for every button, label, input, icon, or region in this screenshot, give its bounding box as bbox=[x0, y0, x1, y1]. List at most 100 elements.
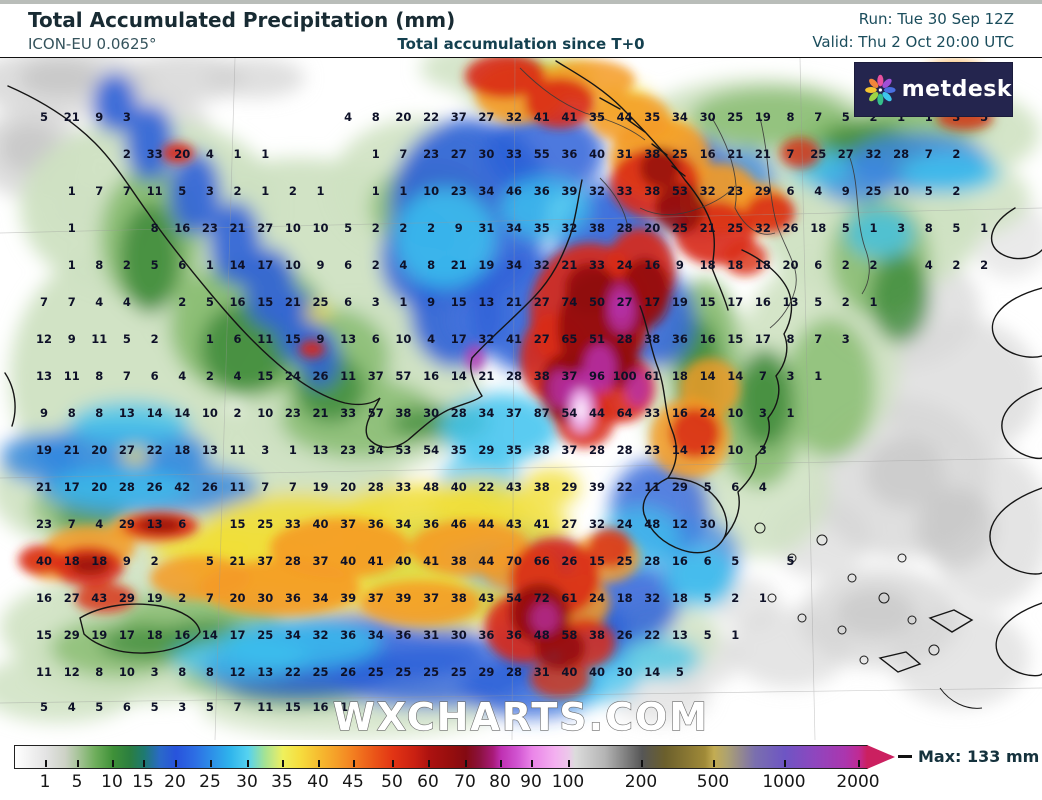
svg-text:10: 10 bbox=[285, 258, 301, 272]
svg-text:22: 22 bbox=[617, 480, 633, 494]
svg-text:34: 34 bbox=[312, 591, 328, 605]
svg-text:32: 32 bbox=[755, 221, 771, 235]
svg-text:1: 1 bbox=[869, 221, 877, 235]
svg-text:36: 36 bbox=[285, 591, 301, 605]
svg-text:2: 2 bbox=[206, 369, 214, 383]
svg-text:9: 9 bbox=[68, 332, 76, 346]
svg-text:1: 1 bbox=[925, 110, 933, 124]
svg-text:29: 29 bbox=[561, 480, 577, 494]
svg-text:26: 26 bbox=[202, 480, 218, 494]
svg-text:16: 16 bbox=[672, 406, 688, 420]
svg-text:29: 29 bbox=[119, 517, 135, 531]
svg-text:65: 65 bbox=[561, 332, 577, 346]
svg-text:30: 30 bbox=[478, 147, 494, 161]
svg-text:15: 15 bbox=[727, 332, 743, 346]
svg-text:17: 17 bbox=[257, 258, 273, 272]
svg-text:31: 31 bbox=[423, 628, 439, 642]
svg-text:2: 2 bbox=[233, 406, 241, 420]
svg-text:17: 17 bbox=[64, 480, 80, 494]
svg-text:1: 1 bbox=[869, 295, 877, 309]
svg-text:5: 5 bbox=[178, 184, 186, 198]
svg-text:5: 5 bbox=[704, 480, 712, 494]
colorbar-tick-label: 50 bbox=[381, 772, 403, 792]
svg-text:13: 13 bbox=[672, 628, 688, 642]
svg-text:4: 4 bbox=[178, 369, 186, 383]
svg-text:38: 38 bbox=[451, 554, 467, 568]
svg-text:44: 44 bbox=[617, 110, 633, 124]
colorbar-overflow-arrow bbox=[867, 745, 895, 769]
svg-text:3: 3 bbox=[786, 369, 794, 383]
svg-text:48: 48 bbox=[644, 517, 660, 531]
svg-text:34: 34 bbox=[506, 258, 522, 272]
svg-text:11: 11 bbox=[229, 480, 245, 494]
svg-text:23: 23 bbox=[285, 406, 301, 420]
svg-text:11: 11 bbox=[91, 332, 107, 346]
svg-text:48: 48 bbox=[423, 480, 439, 494]
svg-text:5: 5 bbox=[151, 258, 159, 272]
svg-text:26: 26 bbox=[617, 628, 633, 642]
svg-text:46: 46 bbox=[506, 184, 522, 198]
svg-text:22: 22 bbox=[147, 443, 163, 457]
colorbar-tick bbox=[77, 760, 79, 767]
svg-text:11: 11 bbox=[257, 700, 273, 714]
svg-text:50: 50 bbox=[589, 295, 605, 309]
svg-text:8: 8 bbox=[95, 369, 103, 383]
svg-text:5: 5 bbox=[786, 554, 794, 568]
svg-text:38: 38 bbox=[534, 369, 550, 383]
svg-text:46: 46 bbox=[451, 517, 467, 531]
colorbar-tick bbox=[500, 760, 502, 767]
svg-text:6: 6 bbox=[178, 258, 186, 272]
svg-text:28: 28 bbox=[617, 221, 633, 235]
svg-text:11: 11 bbox=[147, 184, 163, 198]
svg-text:17: 17 bbox=[644, 295, 660, 309]
svg-text:11: 11 bbox=[229, 443, 245, 457]
svg-text:24: 24 bbox=[285, 369, 301, 383]
svg-text:9: 9 bbox=[316, 258, 324, 272]
svg-text:12: 12 bbox=[672, 517, 688, 531]
svg-text:57: 57 bbox=[368, 406, 384, 420]
colorbar-tick bbox=[713, 760, 715, 767]
svg-text:20: 20 bbox=[229, 591, 245, 605]
svg-text:21: 21 bbox=[506, 295, 522, 309]
svg-text:20: 20 bbox=[91, 480, 107, 494]
svg-text:4: 4 bbox=[344, 110, 352, 124]
svg-text:24: 24 bbox=[700, 406, 716, 420]
svg-text:15: 15 bbox=[229, 517, 245, 531]
svg-text:28: 28 bbox=[285, 554, 301, 568]
svg-text:40: 40 bbox=[589, 147, 605, 161]
svg-text:4: 4 bbox=[925, 258, 933, 272]
svg-text:58: 58 bbox=[561, 628, 577, 642]
svg-text:21: 21 bbox=[64, 443, 80, 457]
svg-text:40: 40 bbox=[312, 517, 328, 531]
svg-text:25: 25 bbox=[257, 628, 273, 642]
svg-text:19: 19 bbox=[91, 628, 107, 642]
svg-text:37: 37 bbox=[368, 369, 384, 383]
svg-text:22: 22 bbox=[423, 110, 439, 124]
svg-text:2: 2 bbox=[178, 295, 186, 309]
svg-text:32: 32 bbox=[534, 258, 550, 272]
svg-text:44: 44 bbox=[478, 517, 494, 531]
svg-text:11: 11 bbox=[340, 369, 356, 383]
svg-text:21: 21 bbox=[312, 406, 328, 420]
svg-text:15: 15 bbox=[700, 295, 716, 309]
window-top-strip bbox=[0, 0, 1042, 4]
svg-text:23: 23 bbox=[423, 147, 439, 161]
svg-text:13: 13 bbox=[202, 443, 218, 457]
svg-text:74: 74 bbox=[561, 295, 577, 309]
svg-text:51: 51 bbox=[589, 332, 605, 346]
map-canvas: 5 21 9 3 4 8 20 22 37 27 32 41 41 35 44 35 34 30 25 19 8 7 5 2 1… bbox=[0, 58, 1042, 740]
svg-text:1: 1 bbox=[399, 184, 407, 198]
svg-text:25: 25 bbox=[312, 665, 328, 679]
svg-text:26: 26 bbox=[340, 665, 356, 679]
colorbar-tick bbox=[210, 760, 212, 767]
svg-text:40: 40 bbox=[340, 554, 356, 568]
svg-text:37: 37 bbox=[257, 554, 273, 568]
svg-text:13: 13 bbox=[257, 665, 273, 679]
svg-text:21: 21 bbox=[755, 147, 771, 161]
svg-text:19: 19 bbox=[36, 443, 52, 457]
svg-text:40: 40 bbox=[589, 665, 605, 679]
svg-text:14: 14 bbox=[672, 443, 688, 457]
svg-text:5: 5 bbox=[925, 184, 933, 198]
svg-text:25: 25 bbox=[672, 147, 688, 161]
svg-text:20: 20 bbox=[174, 147, 190, 161]
